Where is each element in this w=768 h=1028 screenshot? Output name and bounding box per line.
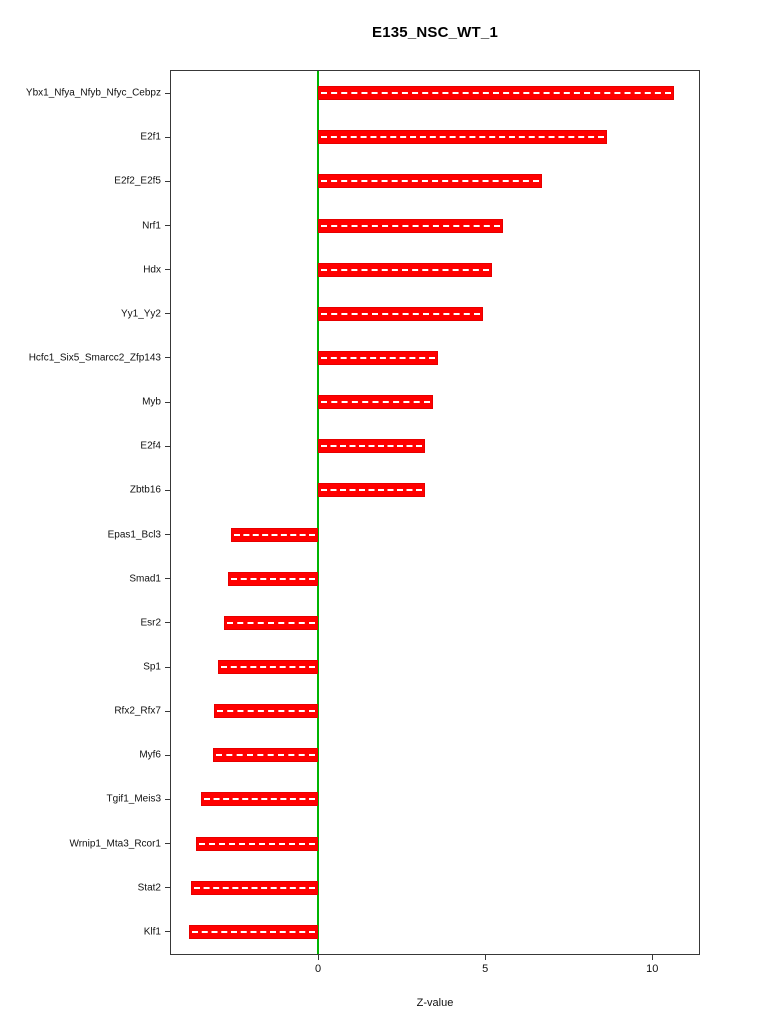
category-label: E2f4 [140,440,161,452]
category-label: Hcfc1_Six5_Smarcc2_Zfp143 [28,352,161,364]
bar [318,218,504,233]
bar-dash-line [217,710,316,713]
y-tick [165,269,171,271]
bar-dash-line [234,533,316,536]
y-tick [165,843,171,845]
bar-dash-line [321,136,605,139]
y-tick [165,578,171,580]
x-tick [485,954,487,960]
x-tick [652,954,654,960]
y-tick [165,313,171,315]
bar [318,130,608,145]
y-tick [165,445,171,447]
x-tick-label: 5 [482,963,489,975]
y-tick [165,489,171,491]
category-label: Stat2 [137,882,161,894]
y-tick [165,710,171,712]
y-tick [165,754,171,756]
y-tick [165,225,171,227]
bar-dash-line [321,180,539,183]
category-label: Klf1 [143,926,161,938]
y-tick [165,666,171,668]
category-label: Ybx1_Nfya_Nfyb_Nfyc_Cebpz [25,87,161,99]
y-tick [165,534,171,536]
bar [318,262,492,277]
bar [224,615,319,630]
zero-line [317,71,320,954]
bar [189,924,319,939]
category-label: Nrf1 [142,220,161,232]
bar [318,350,439,365]
category-label: Wrnip1_Mta3_Rcor1 [69,838,161,850]
bar-dash-line [192,930,316,933]
x-tick [318,954,320,960]
category-label: Tgif1_Meis3 [106,793,161,805]
bar-dash-line [227,621,316,624]
y-tick [165,798,171,800]
y-tick [165,622,171,624]
y-tick [165,931,171,933]
bar-dash-line [220,666,316,669]
bar-dash-line [321,401,431,404]
bar [231,527,319,542]
y-tick [165,136,171,138]
bar [318,86,674,101]
y-tick [165,401,171,403]
bar [214,704,319,719]
category-label: Hdx [143,264,161,276]
bar [318,174,542,189]
bar-dash-line [199,842,316,845]
bar-dash-line [230,577,316,580]
bar [318,483,425,498]
bar [318,395,434,410]
bar-dash-line [321,92,671,95]
bar [212,748,319,763]
x-tick-label: 10 [646,963,659,975]
y-tick [165,357,171,359]
bar-dash-line [321,489,422,492]
category-label: Epas1_Bcl3 [107,529,161,541]
chart-title: E135_NSC_WT_1 [372,24,498,41]
plot-area: Ybx1_Nfya_Nfyb_Nfyc_Cebpz E2f1 E2f2_E2f5 Nr… [26,70,700,975]
category-label: E2f1 [140,131,161,143]
bar [318,306,484,321]
bar-dash-line [215,754,316,757]
category-label: Yy1_Yy2 [120,308,161,320]
category-label: Smad1 [129,573,161,585]
bar-dash-line [321,312,481,315]
category-label: Zbtb16 [129,484,161,496]
category-label: Rfx2_Rfx7 [114,705,161,717]
category-label: Esr2 [140,617,161,629]
y-tick [165,92,171,94]
y-tick [165,887,171,889]
y-tick [165,180,171,182]
bar [201,792,319,807]
bar [217,660,319,675]
x-tick-label: 0 [314,963,322,975]
x-axis-label: Z-value [416,997,454,1009]
bar [191,880,319,895]
bar-dash-line [204,798,316,801]
bar-dash-line [321,268,489,271]
category-label: Myf6 [139,749,161,761]
bar [196,836,319,851]
category-label: Sp1 [143,661,161,673]
category-label: Myb [142,396,161,408]
bar [227,571,319,586]
bar-dash-line [321,356,436,359]
bar-dash-line [321,224,501,227]
bar [318,439,425,454]
bar-dash-line [321,445,422,448]
category-label: E2f2_E2f5 [114,175,161,187]
bar-dash-line [194,886,316,889]
